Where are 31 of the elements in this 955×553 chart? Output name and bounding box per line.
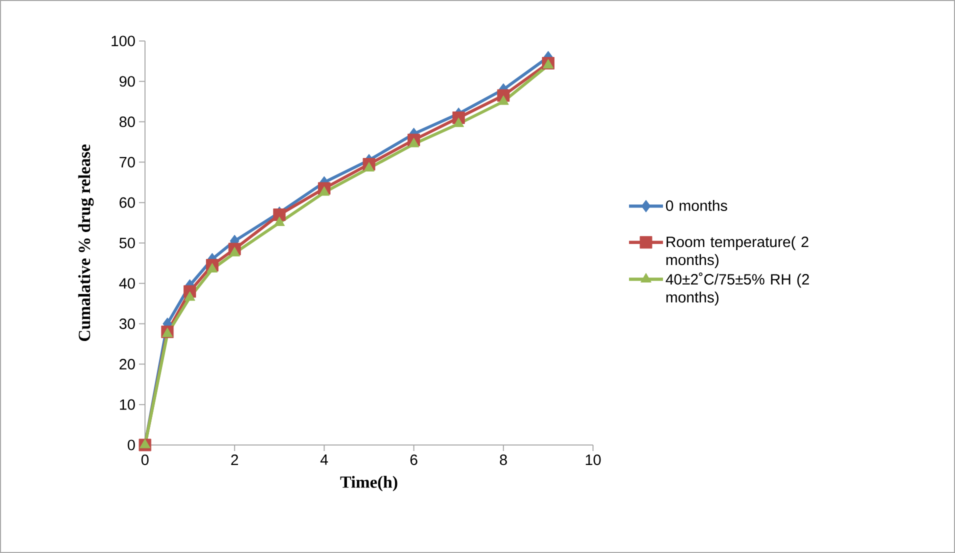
y-tick-label: 0	[128, 440, 135, 450]
x-tick-label: 4	[320, 454, 328, 465]
x-tick-label: 6	[410, 454, 418, 466]
point	[364, 162, 374, 172]
point	[206, 263, 218, 272]
point	[453, 118, 464, 128]
y-tick-label: 60	[120, 197, 135, 208]
legend-label: 40±2˚C/75±5% RH (2 months)	[666, 272, 809, 306]
x-axis-title: Time(h)	[340, 476, 398, 492]
point	[184, 291, 196, 301]
y-tick-label: 20	[120, 358, 135, 370]
point	[408, 138, 420, 148]
x-tick-label: 0	[141, 454, 149, 466]
y-axis-title: Cumalative % drug release	[78, 144, 94, 342]
y-tick-label: 50	[119, 238, 135, 248]
point	[318, 186, 330, 196]
y-tick-label: 30	[119, 318, 135, 330]
point	[274, 216, 285, 226]
point	[229, 246, 240, 256]
y-tick-label: 40	[119, 278, 135, 289]
y-tick-label: 10	[120, 399, 135, 410]
point	[140, 438, 150, 448]
legend-label: Room temperature( 2 months)	[666, 236, 808, 268]
y-tick-label: 70	[120, 156, 135, 168]
x-tick-label: 8	[500, 454, 507, 466]
x-tick-label: 10	[586, 454, 601, 466]
x-tick-label: 2	[231, 454, 238, 465]
y-tick-label: 90	[120, 76, 135, 87]
y-tick-label: 80	[120, 116, 135, 128]
y-tick-label: 100	[112, 36, 135, 46]
legend-label: 0 months	[666, 200, 728, 211]
